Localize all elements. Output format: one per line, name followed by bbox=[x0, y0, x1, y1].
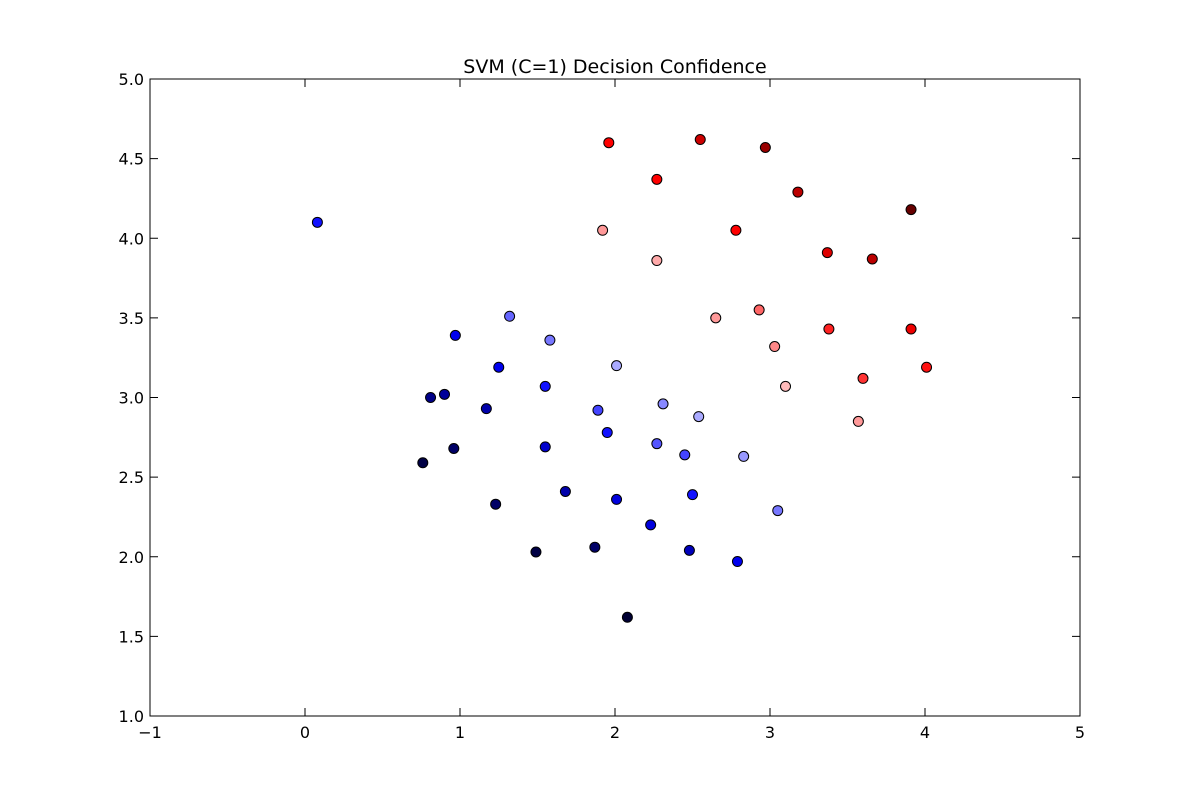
data-point bbox=[857, 372, 869, 384]
data-point bbox=[679, 449, 691, 461]
data-point bbox=[694, 134, 706, 146]
data-point bbox=[852, 415, 864, 427]
data-point bbox=[493, 361, 505, 373]
data-point bbox=[651, 255, 663, 267]
data-point bbox=[687, 489, 698, 501]
data-point bbox=[448, 442, 460, 454]
x-tick-label: 3 bbox=[765, 723, 775, 742]
data-point bbox=[539, 380, 551, 392]
data-point bbox=[921, 361, 933, 373]
data-point bbox=[611, 493, 623, 505]
y-tick-label: 4.0 bbox=[119, 229, 144, 248]
data-point bbox=[759, 141, 771, 153]
data-point bbox=[597, 224, 609, 236]
data-point bbox=[769, 341, 781, 353]
x-tick-label: 2 bbox=[610, 723, 620, 742]
data-point bbox=[683, 544, 695, 556]
data-point bbox=[693, 411, 705, 423]
data-point bbox=[657, 398, 669, 410]
y-tick-label: 4.5 bbox=[119, 150, 144, 169]
data-point bbox=[439, 388, 450, 400]
y-tick-label: 3.0 bbox=[119, 389, 144, 408]
data-point bbox=[792, 186, 804, 198]
x-tick-label: −1 bbox=[138, 723, 162, 742]
plot-frame bbox=[149, 78, 1081, 717]
x-tick-label: 4 bbox=[920, 723, 930, 742]
data-point bbox=[311, 216, 323, 228]
data-point bbox=[866, 253, 878, 265]
y-tick-label: 2.5 bbox=[119, 468, 144, 487]
data-point bbox=[738, 450, 750, 462]
y-tick-label: 1.0 bbox=[119, 707, 144, 726]
data-point bbox=[651, 173, 663, 185]
y-tick-label: 5.0 bbox=[119, 70, 144, 89]
x-tick-label: 5 bbox=[1075, 723, 1085, 742]
data-point bbox=[530, 546, 542, 558]
y-tick-label: 3.5 bbox=[119, 309, 144, 328]
data-point bbox=[449, 329, 461, 341]
data-point bbox=[821, 247, 833, 259]
data-point bbox=[480, 403, 492, 415]
data-point bbox=[559, 485, 571, 497]
chart-title: SVM (C=1) Decision Confidence bbox=[463, 56, 766, 78]
data-point bbox=[425, 392, 437, 403]
data-point bbox=[905, 323, 917, 335]
x-tick-label: 0 bbox=[300, 723, 310, 742]
data-point bbox=[417, 457, 429, 469]
x-tick-label: 1 bbox=[455, 723, 465, 742]
data-point bbox=[780, 380, 791, 392]
data-point bbox=[589, 541, 601, 553]
data-point bbox=[823, 323, 835, 335]
y-tick-label: 2.0 bbox=[119, 548, 144, 567]
data-point bbox=[504, 310, 516, 322]
data-point bbox=[710, 312, 722, 324]
data-point bbox=[490, 498, 502, 510]
data-point bbox=[772, 505, 784, 517]
data-point bbox=[539, 441, 551, 453]
data-point bbox=[592, 404, 604, 416]
data-point bbox=[730, 224, 742, 236]
data-point bbox=[651, 438, 663, 450]
data-point bbox=[601, 427, 613, 439]
data-point bbox=[603, 137, 615, 149]
data-point bbox=[544, 334, 556, 346]
data-point bbox=[905, 204, 917, 216]
data-point bbox=[611, 360, 623, 372]
data-point bbox=[621, 611, 633, 623]
data-point bbox=[731, 556, 743, 568]
data-point bbox=[645, 519, 657, 531]
y-tick-label: 1.5 bbox=[119, 627, 144, 646]
data-point bbox=[753, 304, 765, 316]
